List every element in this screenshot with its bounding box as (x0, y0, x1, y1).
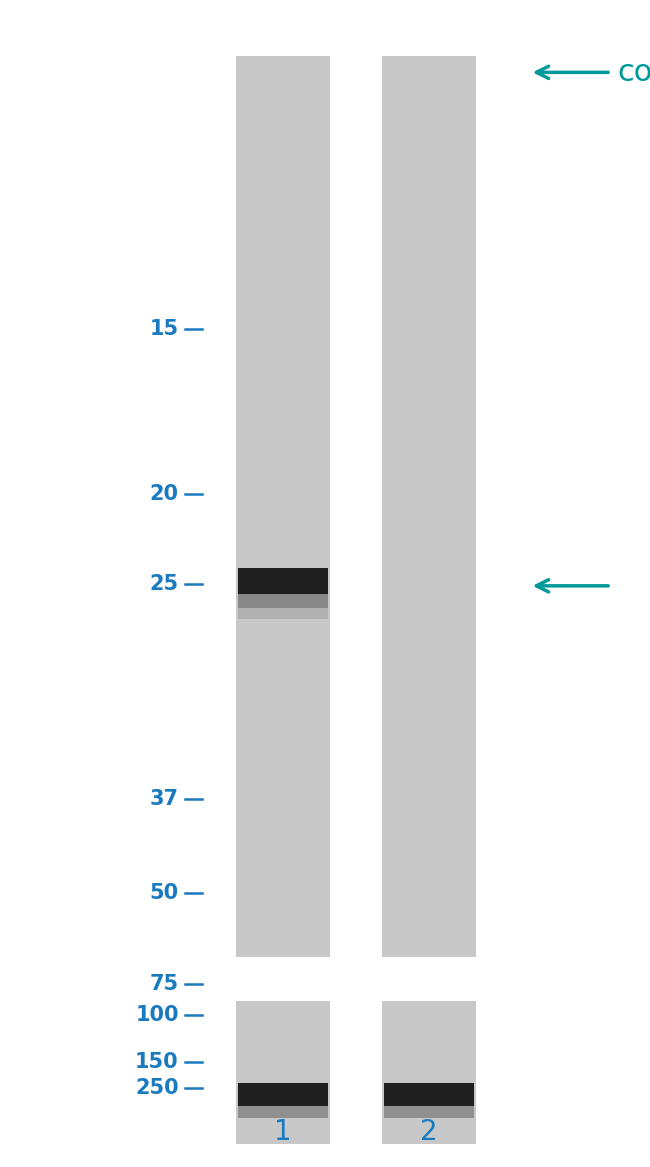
Bar (238, 568, 328, 594)
Bar (238, 1083, 328, 1106)
Bar (238, 594, 328, 608)
Text: 50: 50 (150, 882, 179, 903)
Text: 25: 25 (150, 573, 179, 594)
Bar (235, 1001, 330, 1144)
Bar (235, 56, 330, 957)
Bar (382, 1001, 476, 1144)
Text: 1: 1 (274, 1118, 292, 1146)
Text: 75: 75 (150, 973, 179, 994)
Bar (384, 1106, 474, 1118)
Text: 20: 20 (150, 483, 179, 504)
Text: 100: 100 (135, 1005, 179, 1026)
Text: control: control (618, 58, 650, 86)
Bar (238, 608, 328, 620)
Bar (238, 1106, 328, 1118)
Text: 37: 37 (150, 789, 179, 810)
Text: 150: 150 (135, 1051, 179, 1072)
Text: 15: 15 (150, 319, 179, 340)
Text: 250: 250 (135, 1077, 179, 1098)
Bar (384, 1083, 474, 1106)
Bar (382, 56, 476, 957)
Text: 2: 2 (420, 1118, 438, 1146)
